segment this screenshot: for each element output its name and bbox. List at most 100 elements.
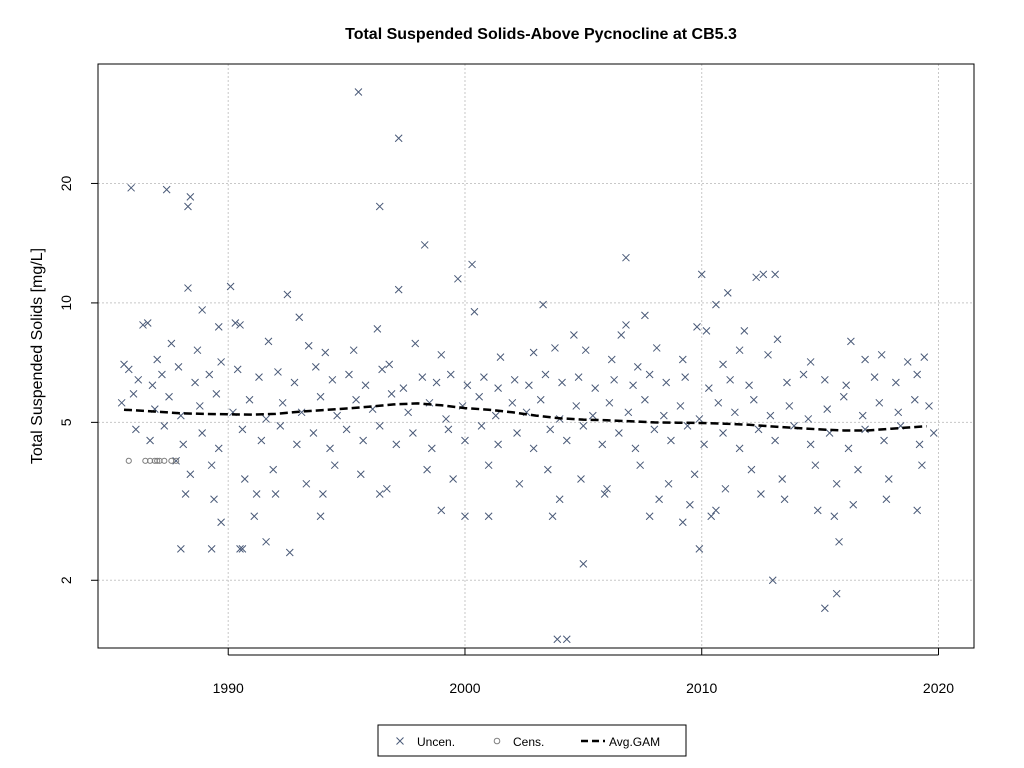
data-point-uncen [226, 282, 235, 291]
data-point-uncen [186, 470, 195, 479]
data-point-uncen [387, 389, 396, 398]
data-point-uncen [752, 273, 761, 282]
data-point-uncen [158, 370, 166, 379]
data-point-uncen [740, 327, 749, 335]
data-point-uncen [297, 408, 306, 417]
data-point-uncen [345, 370, 353, 379]
plot-frame [97, 63, 975, 649]
data-point-uncen [562, 436, 571, 445]
data-point-uncen [574, 373, 583, 381]
legend-item-cens: Cens. [493, 735, 544, 749]
data-point-uncen [496, 353, 505, 361]
data-point-uncen [861, 355, 869, 364]
data-point-uncen [555, 495, 564, 504]
data-point-uncen [832, 589, 841, 598]
data-point-uncen [264, 337, 273, 346]
data-point-uncen [697, 270, 706, 279]
data-point-uncen [806, 358, 815, 366]
data-point-uncen [754, 425, 763, 434]
data-point-uncen [707, 512, 716, 521]
data-point-uncen [245, 395, 254, 404]
data-point-uncen [375, 202, 384, 211]
chart-title: Total Suspended Solids-Above Pycnocline … [345, 26, 737, 43]
gam-line [123, 402, 927, 432]
data-point-uncen [631, 444, 640, 453]
data-point-uncen [551, 344, 559, 352]
data-point-uncen [854, 465, 862, 474]
data-point-uncen [598, 440, 607, 449]
data-point-uncen [477, 421, 486, 430]
data-point-cens [154, 457, 161, 464]
data-point-uncen [191, 378, 199, 387]
data-point-uncen [262, 415, 270, 423]
data-point-uncen [702, 327, 711, 335]
data-point-uncen [321, 348, 330, 357]
data-point-uncen [146, 436, 154, 445]
data-point-uncen [186, 193, 195, 201]
data-point-uncen [461, 512, 469, 521]
data-point-uncen [731, 408, 739, 417]
data-point-uncen [290, 378, 299, 387]
data-point-uncen [712, 300, 720, 309]
data-point-uncen [562, 635, 571, 644]
data-point-cens [173, 457, 180, 464]
data-point-uncen [207, 544, 216, 553]
data-point-uncen [210, 495, 218, 504]
data-point-uncen [375, 421, 384, 430]
data-point-uncen [252, 490, 261, 498]
y-axis-label: Total Suspended Solids [mg/L] [29, 248, 46, 464]
data-point-uncen [617, 331, 626, 339]
data-point-uncen [548, 512, 557, 521]
data-point-uncen [167, 339, 176, 348]
data-point-uncen [735, 346, 744, 355]
data-point-uncen [799, 370, 808, 379]
data-point-uncen [778, 475, 787, 483]
data-point-uncen [454, 274, 462, 283]
data-point-uncen [572, 402, 581, 410]
data-point-uncen [411, 339, 420, 348]
data-point-uncen [484, 461, 493, 470]
legend-box [377, 724, 687, 757]
data-point-uncen [693, 323, 701, 331]
data-point-uncen [686, 500, 694, 509]
data-point-uncen [184, 202, 192, 211]
data-point-uncen [579, 559, 588, 568]
data-point-uncen [117, 398, 126, 407]
data-point-uncen [849, 500, 858, 509]
data-point-uncen [842, 381, 851, 390]
data-point-uncen [633, 362, 642, 371]
data-point-uncen [437, 350, 446, 359]
data-point-uncen [382, 484, 391, 493]
data-point-cens [161, 457, 168, 464]
data-point-uncen [690, 470, 699, 479]
data-point-uncen [475, 392, 484, 401]
data-point-uncen [198, 306, 207, 314]
data-point-uncen [278, 398, 287, 407]
data-point-uncen [181, 490, 190, 498]
y-tick-label: 5 [58, 418, 74, 426]
data-point-uncen [721, 484, 730, 493]
data-point-uncen [605, 398, 614, 407]
data-point-uncen [764, 350, 772, 359]
data-point-uncen [536, 395, 545, 404]
data-point-uncen [304, 341, 313, 350]
data-point-uncen [813, 506, 822, 515]
data-point-uncen [581, 346, 590, 355]
data-point-uncen [214, 444, 223, 453]
data-point-uncen [629, 381, 637, 390]
data-point-uncen [269, 465, 278, 474]
data-point-uncen [276, 421, 285, 430]
data-point-uncen [148, 381, 157, 390]
data-point-uncen [418, 373, 427, 381]
data-point-uncen [295, 313, 304, 322]
data-point-uncen [659, 411, 668, 420]
data-point-uncen [929, 429, 938, 437]
data-point-uncen [645, 512, 654, 521]
data-point-uncen [820, 375, 829, 384]
data-point-uncen [508, 398, 517, 407]
x-axis: 1990 2000 2010 2020 [213, 648, 954, 696]
data-point-uncen [198, 429, 207, 437]
y-tick-label: 20 [58, 175, 74, 191]
data-point-uncen [160, 421, 169, 430]
data-point-uncen [177, 544, 185, 553]
